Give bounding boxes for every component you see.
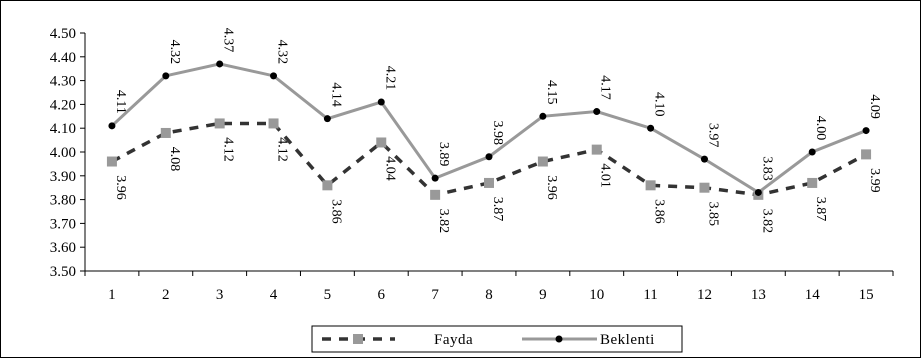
- fayda-point: [376, 137, 387, 148]
- fayda-point: [106, 156, 117, 167]
- x-tick-label: 7: [431, 287, 439, 303]
- beklenti-point: [108, 122, 116, 130]
- x-tick-label: 5: [324, 287, 332, 303]
- fayda-data-label: 4.12: [221, 137, 236, 162]
- fayda-point: [322, 180, 333, 191]
- x-tick-label: 11: [643, 287, 657, 303]
- legend-beklenti-marker: [555, 335, 563, 343]
- fayda-point: [430, 189, 441, 200]
- fayda-point: [699, 182, 710, 193]
- beklenti-data-label: 4.32: [167, 40, 182, 64]
- fayda-data-label: 4.04: [382, 156, 397, 181]
- y-tick-label: 3.50: [50, 264, 76, 280]
- x-tick-label: 15: [859, 287, 874, 303]
- y-tick-label: 3.60: [50, 240, 76, 256]
- series-lines: [110, 62, 867, 197]
- beklenti-point: [593, 108, 601, 116]
- beklenti-point: [431, 174, 439, 182]
- beklenti-data-label: 4.10: [652, 92, 667, 117]
- fayda-data-label: 3.86: [328, 199, 343, 224]
- data-labels: 4.11 4.32 4.37 4.32 4.14 4.21 3.89 3.98 4.15 4.17…: [113, 28, 882, 233]
- beklenti-data-label: 4.17: [598, 75, 613, 100]
- fayda-point: [807, 177, 818, 188]
- fayda-data-label: 3.82: [759, 209, 774, 234]
- fayda-data-label: 4.12: [275, 137, 290, 162]
- beklenti-data-label: 3.98: [490, 121, 505, 146]
- x-tick-label: 4: [270, 287, 278, 303]
- fayda-data-label: 3.99: [867, 168, 882, 193]
- fayda-point: [861, 149, 872, 160]
- fayda-point: [214, 118, 225, 129]
- fayda-point: [537, 156, 548, 167]
- y-tick-label: 4.40: [50, 50, 76, 66]
- beklenti-data-label: 4.09: [867, 94, 882, 119]
- beklenti-data-label: 4.00: [813, 116, 828, 141]
- beklenti-point: [323, 115, 331, 123]
- beklenti-point: [539, 112, 547, 120]
- beklenti-series-line: [110, 62, 867, 195]
- y-tick-label: 3.80: [50, 193, 76, 209]
- beklenti-data-label: 4.14: [328, 82, 343, 107]
- x-tick-label: 1: [108, 287, 116, 303]
- y-tick-label: 4.50: [50, 26, 76, 42]
- legend: Fayda Beklenti: [311, 325, 683, 353]
- fayda-point: [268, 118, 279, 129]
- x-tick-label: 2: [162, 287, 170, 303]
- fayda-data-label: 4.01: [598, 163, 613, 188]
- beklenti-point: [162, 72, 170, 80]
- fayda-data-label: 3.87: [813, 197, 828, 222]
- y-tick-label: 4.20: [50, 97, 76, 113]
- beklenti-point: [700, 155, 708, 163]
- x-tick-label: 8: [485, 287, 493, 303]
- fayda-point: [645, 180, 656, 191]
- fayda-data-label: 3.96: [544, 175, 559, 200]
- axes: 3.50 3.60 3.70 3.80 3.90 4.00 4.10 4.20 4.30 4.40…: [50, 26, 894, 303]
- x-tick-label: 14: [805, 287, 821, 303]
- beklenti-data-label: 4.11: [113, 90, 128, 114]
- fayda-data-label: 3.85: [705, 201, 720, 226]
- legend-beklenti-label: Beklenti: [600, 332, 655, 348]
- y-tick-label: 4.00: [50, 145, 76, 161]
- legend-fayda-label: Fayda: [434, 332, 473, 348]
- y-tick-label: 4.10: [50, 121, 76, 137]
- beklenti-point: [862, 127, 870, 135]
- beklenti-data-label: 4.32: [275, 40, 290, 64]
- fayda-data-label: 3.86: [652, 199, 667, 224]
- x-tick-label: 13: [751, 287, 766, 303]
- beklenti-point: [808, 148, 816, 156]
- x-tick-label: 12: [697, 287, 712, 303]
- beklenti-point: [754, 188, 762, 196]
- x-tick-label: 9: [539, 287, 547, 303]
- fayda-point: [484, 177, 494, 188]
- y-tick-label: 3.90: [50, 169, 76, 185]
- fayda-data-label: 3.82: [436, 209, 451, 234]
- fayda-point: [591, 144, 602, 155]
- beklenti-data-label: 4.21: [382, 66, 397, 91]
- beklenti-point: [270, 72, 278, 80]
- beklenti-data-label: 4.15: [544, 80, 559, 105]
- series-markers: [106, 60, 872, 200]
- legend-fayda-marker: [353, 334, 363, 344]
- y-tick-label: 3.70: [50, 216, 76, 232]
- x-tick-label: 3: [216, 287, 224, 303]
- fayda-data-label: 3.96: [113, 175, 128, 200]
- beklenti-point: [216, 60, 224, 68]
- beklenti-point: [647, 124, 655, 132]
- fayda-data-label: 4.08: [167, 147, 182, 172]
- beklenti-data-label: 3.97: [705, 123, 720, 148]
- y-tick-label: 4.30: [50, 74, 76, 90]
- beklenti-data-label: 3.89: [436, 142, 451, 167]
- beklenti-data-label: 3.83: [759, 156, 774, 181]
- beklenti-data-label: 4.37: [221, 28, 236, 53]
- x-tick-label: 6: [378, 287, 386, 303]
- beklenti-point: [485, 153, 493, 161]
- fayda-point: [160, 127, 171, 138]
- x-tick-label: 10: [589, 287, 604, 303]
- fayda-data-label: 3.87: [490, 197, 505, 222]
- beklenti-point: [377, 98, 385, 106]
